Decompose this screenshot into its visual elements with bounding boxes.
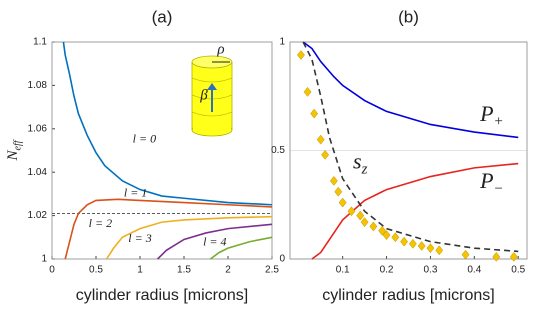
inset-label: ρ bbox=[216, 41, 224, 57]
x-tick-label: 0 bbox=[49, 265, 55, 276]
series-label: P+ bbox=[479, 101, 504, 130]
series-line bbox=[64, 198, 273, 260]
y-tick-label: 1 bbox=[41, 254, 47, 265]
series-label: l = 1 bbox=[124, 186, 147, 200]
x-axis-label: cylinder radius [microns] bbox=[322, 287, 495, 304]
series-label: l = 3 bbox=[128, 231, 151, 245]
diamond-marker bbox=[492, 251, 501, 262]
x-tick-label: 1 bbox=[137, 265, 143, 276]
x-tick-label: 0.5 bbox=[89, 265, 103, 276]
diamond-marker bbox=[297, 50, 305, 60]
diamond-marker bbox=[369, 221, 378, 232]
diamond-marker bbox=[382, 230, 391, 241]
series-line bbox=[209, 236, 273, 260]
diamond-marker bbox=[321, 149, 330, 160]
y-tick-label: 0 bbox=[279, 254, 285, 265]
series-line bbox=[157, 223, 273, 260]
plot-frame bbox=[51, 41, 273, 260]
cylinder-inset bbox=[191, 55, 233, 137]
y-tick-label: 1.02 bbox=[28, 210, 48, 221]
series-label: l = 0 bbox=[133, 131, 156, 145]
diamond-marker bbox=[426, 243, 435, 254]
plot-frame bbox=[289, 41, 528, 260]
y-tick-label: 1 bbox=[279, 37, 285, 48]
diamond-marker bbox=[360, 217, 369, 228]
series-line bbox=[62, 41, 273, 206]
diamond-marker bbox=[347, 206, 356, 217]
y-tick-label: 1.06 bbox=[28, 123, 48, 134]
x-tick-label: 0.2 bbox=[380, 265, 394, 276]
series-label: sz bbox=[353, 149, 368, 178]
x-tick-label: 2.5 bbox=[265, 265, 279, 276]
diamond-marker bbox=[378, 225, 387, 236]
diamond-marker bbox=[417, 241, 426, 251]
series-line bbox=[105, 215, 273, 260]
x-axis-label: cylinder radius [microns] bbox=[76, 287, 249, 304]
diamond-marker bbox=[303, 87, 312, 97]
diamond-marker bbox=[509, 251, 518, 262]
y-tick-label: 1.04 bbox=[28, 167, 48, 178]
x-tick-label: 0.5 bbox=[511, 265, 525, 276]
y-tick-label: 0.5 bbox=[271, 145, 285, 156]
diamond-marker bbox=[338, 197, 347, 208]
series-line bbox=[302, 41, 519, 253]
x-tick-label: 0.4 bbox=[467, 265, 481, 276]
series-line bbox=[311, 162, 519, 260]
inset-label: β bbox=[199, 87, 208, 103]
x-tick-label: 1.5 bbox=[177, 265, 191, 276]
series-label: l = 2 bbox=[89, 216, 112, 230]
diamond-marker bbox=[316, 134, 325, 145]
y-axis-label: Neff bbox=[5, 139, 23, 161]
panel-title: (a) bbox=[152, 7, 173, 26]
series-label: P− bbox=[479, 168, 504, 197]
diamond-marker bbox=[435, 245, 444, 256]
x-tick-label: 0.1 bbox=[336, 265, 350, 276]
diamond-marker bbox=[356, 210, 365, 221]
diamond-marker bbox=[408, 238, 417, 249]
series-label: l = 4 bbox=[203, 234, 226, 248]
x-tick-label: 2 bbox=[225, 265, 231, 276]
y-tick-label: 1.1 bbox=[33, 37, 47, 48]
x-tick-label: 0.3 bbox=[423, 265, 437, 276]
y-tick-label: 1.08 bbox=[28, 80, 48, 91]
diamond-marker bbox=[391, 232, 400, 243]
diamond-marker bbox=[400, 236, 409, 247]
diamond-marker bbox=[329, 175, 338, 186]
panel-title: (b) bbox=[398, 7, 419, 26]
series-line bbox=[302, 41, 519, 139]
diamond-marker bbox=[461, 249, 470, 260]
diamond-marker bbox=[334, 186, 343, 197]
diamond-marker bbox=[310, 108, 319, 119]
